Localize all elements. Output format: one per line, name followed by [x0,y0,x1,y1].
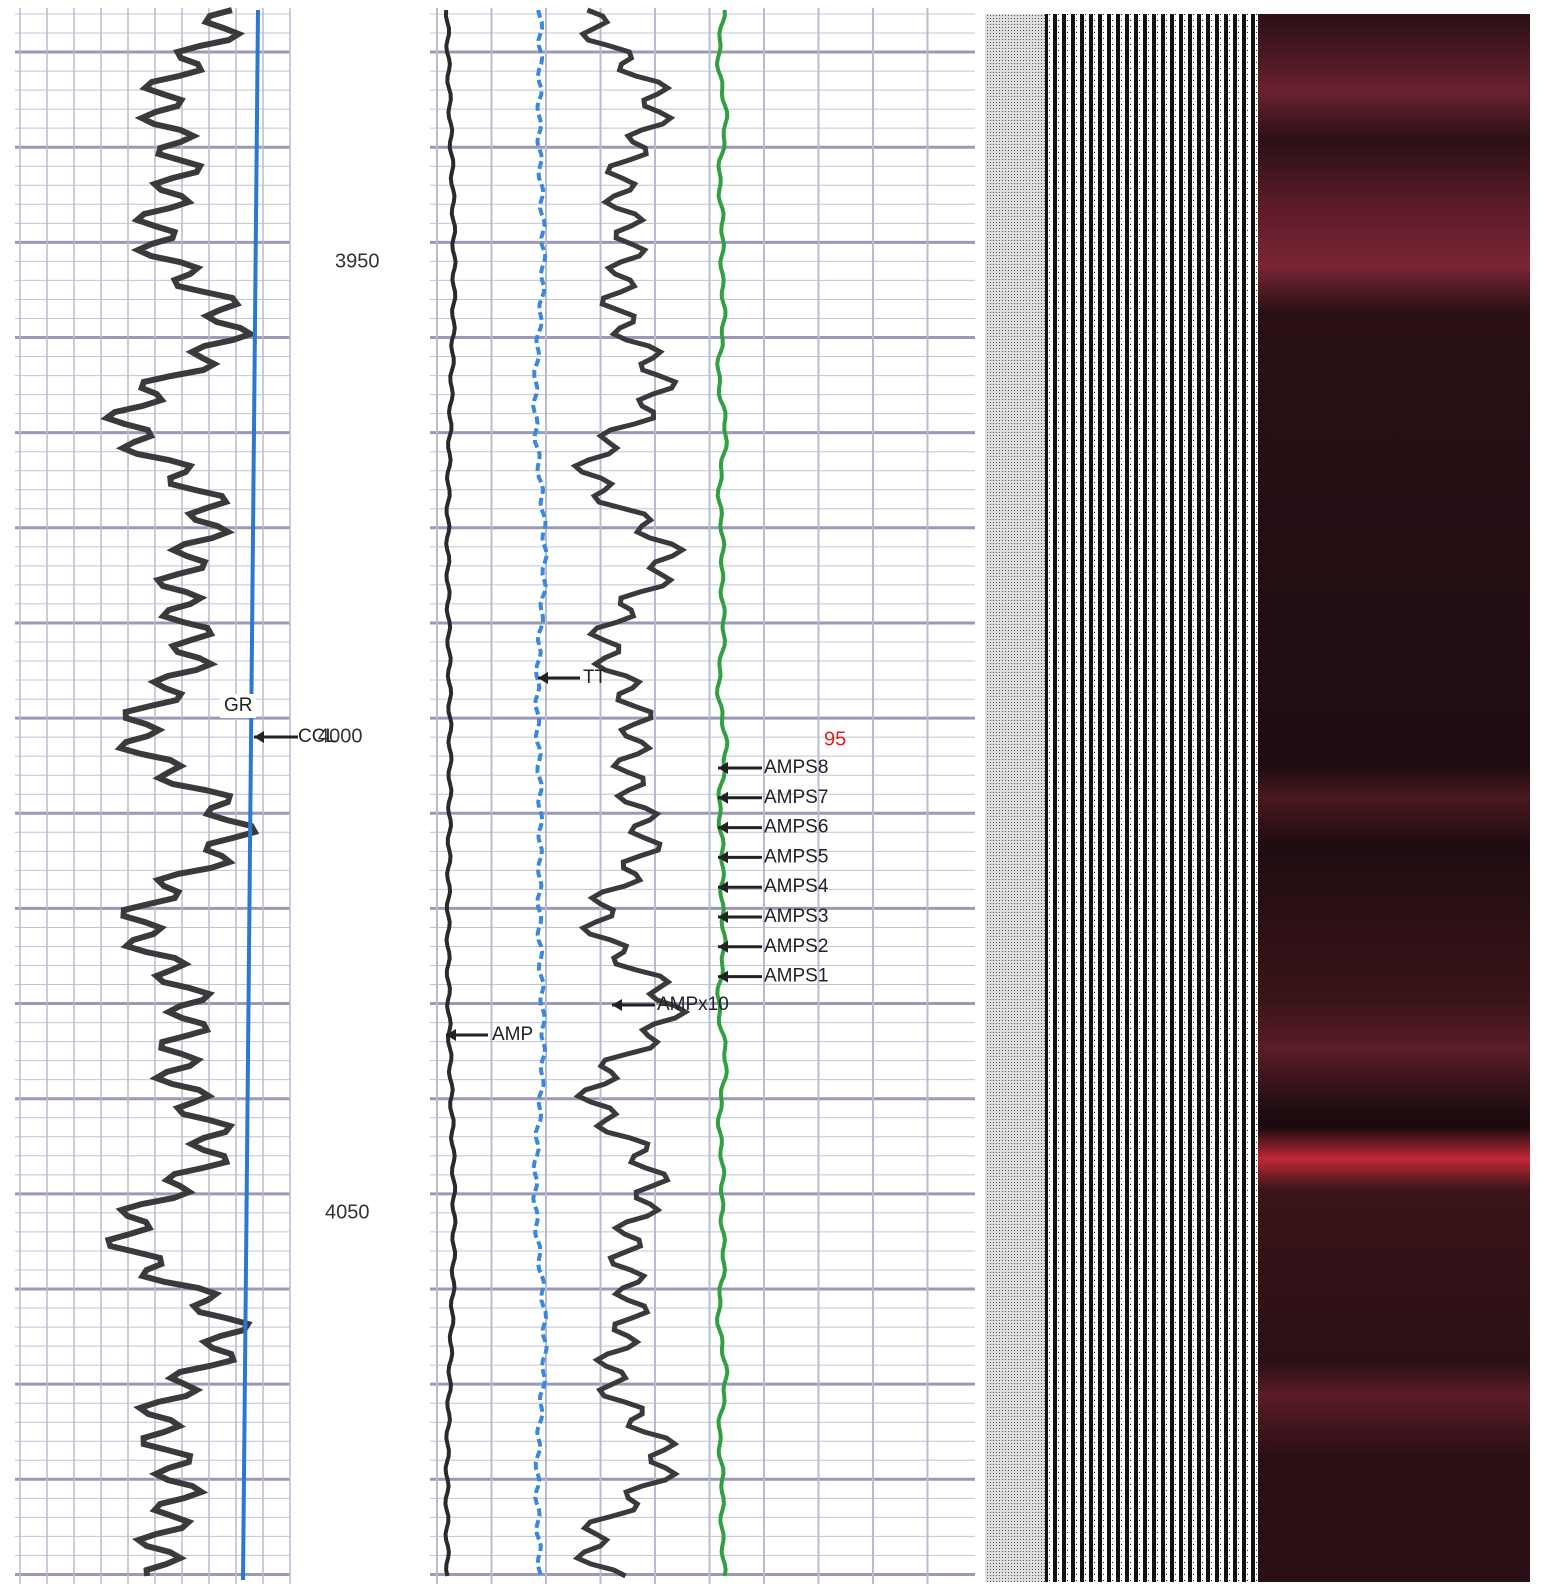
curve-label: AMPS8 [764,757,828,778]
arrow-head [538,672,548,684]
curve-label: AMPS7 [764,787,828,808]
cement-map [1258,14,1530,1582]
arrow-head [718,881,728,894]
vdl-image [1045,14,1257,1582]
curve-label: AMPS2 [764,936,828,957]
ccl-curve [241,9,260,1581]
curve-label: AMPx10 [657,994,729,1015]
amp-curve [443,9,458,1577]
arrow-head [612,999,622,1011]
depth-label: 3950 [335,250,380,272]
amps-curve [714,9,730,1577]
gr-curve [100,7,260,1577]
tt-curve [531,9,549,1577]
arrow-head [718,791,728,804]
curve-labels: GR CCL TT AMP AMPx10 AMPS8 AMPS7 AMPS6 AMPS… [220,667,829,1045]
arrow-head [718,762,728,774]
arrow-head [254,731,264,743]
arrow-head [718,940,728,953]
scale-label: 95 [824,728,846,750]
curve-label: AMPS4 [764,876,829,897]
curve-label: AMPS5 [764,846,828,867]
arrow-head [718,970,728,983]
curve-label: AMPS3 [764,906,828,927]
curve-label: AMPS6 [764,817,828,838]
curves [100,7,730,1581]
ampx10-curve [570,7,691,1579]
curve-label: GR [224,695,253,716]
vdl-margin [985,14,1045,1582]
curve-label: CCL [298,726,336,747]
depth-label: 4050 [325,1201,370,1223]
arrow-head [718,821,728,834]
arrow-head [718,851,728,864]
depth-label: 4000 [318,725,363,747]
curve-label: AMP [492,1024,533,1045]
curve-label: TT [583,667,607,688]
curve-label: AMPS1 [764,966,828,987]
arrow-head [718,911,728,923]
arrow-head [446,1029,456,1041]
